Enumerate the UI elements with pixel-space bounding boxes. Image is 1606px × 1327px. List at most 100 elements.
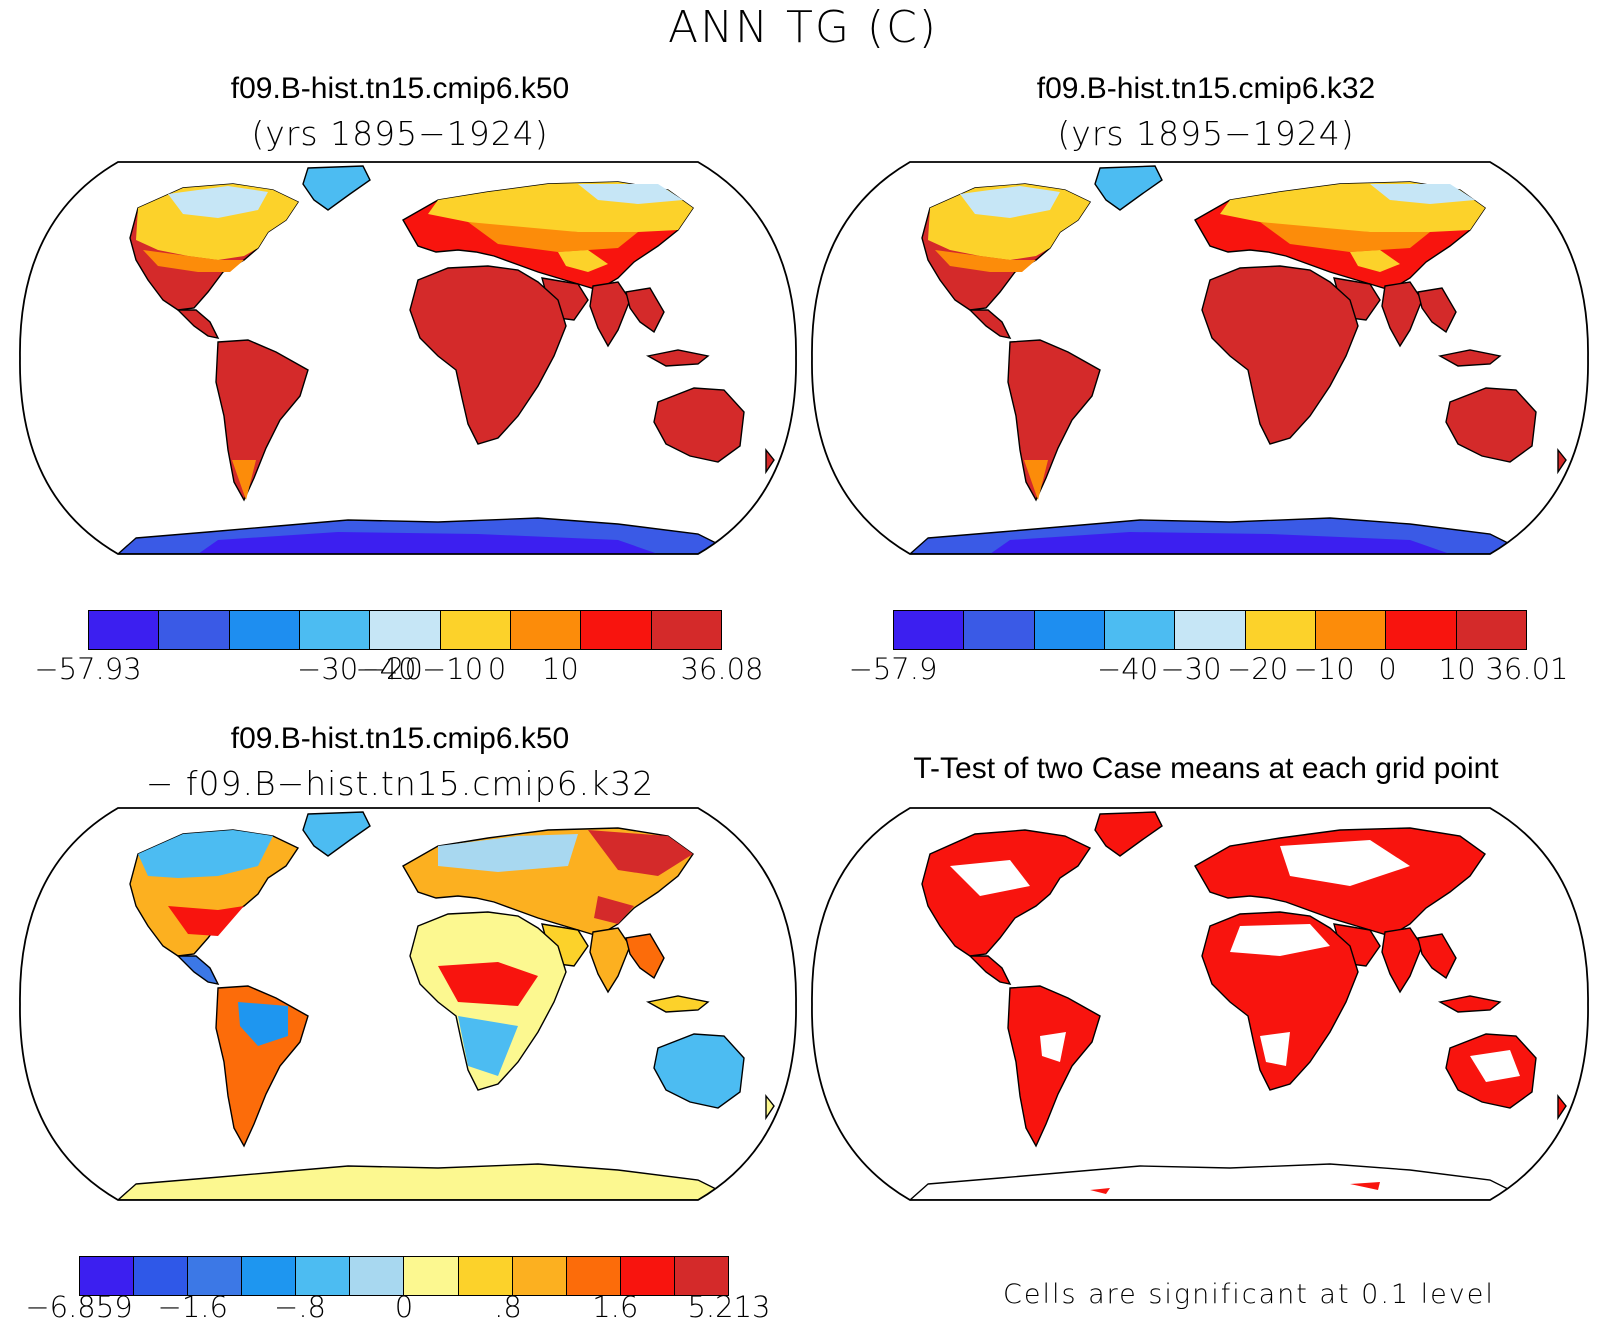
colorbar-swatch — [1386, 611, 1457, 649]
colorbar-swatch — [620, 1257, 675, 1295]
green-significance — [1094, 811, 1163, 857]
panel-k32-title: f09.B-hist.tn15.cmip6.k32 — [1036, 72, 1376, 105]
colorbar-k32-labels: −57.9 −40 −30 −20 −10 0 10 36.01 — [849, 652, 1569, 692]
map-k32 — [810, 160, 1590, 556]
map-diff — [18, 806, 798, 1202]
colorbar-swatch — [134, 1257, 189, 1295]
colorbar-swatch — [188, 1257, 243, 1295]
india — [589, 927, 631, 994]
colorbar-swatch — [964, 611, 1035, 649]
colorbar-swatch — [510, 611, 582, 649]
antarctica-significance — [908, 1163, 1531, 1200]
antarctica — [116, 1163, 739, 1200]
colorbar-swatch — [404, 1257, 459, 1295]
colorbar-label: 0 — [394, 1290, 414, 1324]
colorbar-label: 1.6 — [592, 1290, 639, 1324]
new-zealand — [765, 1094, 775, 1121]
colorbar-swatch — [674, 1257, 728, 1295]
colorbar-label: −40 — [1096, 652, 1159, 686]
colorbar-swatch — [651, 611, 721, 649]
colorbar-swatch — [370, 611, 441, 649]
colorbar-swatch — [566, 1257, 621, 1295]
panel-k50-title: f09.B-hist.tn15.cmip6.k50 — [230, 72, 570, 105]
colorbar-swatch — [440, 611, 511, 649]
colorbar-swatch — [159, 611, 230, 649]
colorbar-diff-labels: −6.859 −1.6 −.8 0 .8 1.6 5.213 — [25, 1290, 770, 1326]
indonesia — [645, 349, 710, 367]
colorbar-label: 10 — [1438, 652, 1476, 686]
southeast-asia — [1417, 287, 1457, 334]
new-zealand — [765, 448, 775, 475]
australia — [1445, 387, 1537, 463]
colorbar-label: −.8 — [274, 1290, 326, 1324]
colorbar-label: −30 — [1160, 652, 1222, 686]
colorbar-label: 0 — [1378, 652, 1397, 686]
australia — [653, 1033, 745, 1109]
colorbar-swatch — [1175, 611, 1246, 649]
colorbar-label: 5.213 — [687, 1290, 771, 1324]
colorbar-k50 — [88, 610, 722, 650]
colorbar-swatch — [229, 611, 300, 649]
australia — [653, 387, 745, 463]
colorbar-diff — [79, 1256, 729, 1296]
africa — [1201, 265, 1359, 445]
panel-diff-title: f09.B-hist.tn15.cmip6.k50 — [230, 722, 570, 755]
colorbar-label: −10 — [421, 652, 484, 686]
map-ttest — [810, 806, 1590, 1202]
colorbar-label: −57.93 — [34, 652, 142, 686]
nz-significance — [1557, 1094, 1567, 1121]
colorbar-swatch — [1034, 611, 1105, 649]
sea-significance — [1417, 933, 1457, 980]
panel-k50-subtitle: (yrs 1895−1924) — [251, 114, 549, 153]
indonesia — [645, 995, 710, 1013]
colorbar-swatch — [1245, 611, 1316, 649]
panel-k32-subtitle: (yrs 1895−1924) — [1057, 114, 1355, 153]
indo-significance — [1437, 995, 1502, 1013]
colorbar-swatch — [350, 1257, 405, 1295]
colorbar-k32 — [893, 610, 1527, 650]
colorbar-label: −6.859 — [25, 1290, 133, 1324]
colorbar-swatch — [581, 611, 652, 649]
colorbar-swatch — [512, 1257, 567, 1295]
colorbar-label: −20 — [361, 652, 423, 686]
colorbar-swatch — [89, 611, 160, 649]
panel-diff-subtitle: − f09.B−hist.tn15.cmip6.k32 — [145, 764, 655, 803]
figure-title: ANN TG (C) — [668, 2, 938, 53]
india — [1381, 281, 1423, 348]
greenland — [1094, 165, 1163, 211]
colorbar-swatch — [242, 1257, 297, 1295]
colorbar-label: .8 — [494, 1290, 522, 1324]
significance-note: Cells are significant at 0.1 level — [1003, 1279, 1495, 1310]
greenland — [302, 165, 371, 211]
new-zealand — [1557, 448, 1567, 475]
af-significance — [1201, 911, 1359, 1091]
greenland — [302, 811, 371, 857]
colorbar-label: 10 — [541, 652, 579, 686]
colorbar-label: −40 — [355, 652, 417, 686]
colorbar-swatch — [80, 1257, 135, 1295]
colorbar-swatch — [299, 611, 371, 649]
indonesia — [1437, 349, 1502, 367]
central-america — [968, 309, 1012, 339]
colorbar-label: −10 — [1293, 652, 1355, 686]
sa-significance — [1007, 985, 1101, 1148]
colorbar-label: 36.01 — [1485, 652, 1569, 686]
colorbar-swatch — [1315, 611, 1387, 649]
panel-ttest-title: T-Test of two Case means at each grid po… — [913, 752, 1499, 785]
colorbar-swatch — [458, 1257, 513, 1295]
colorbar-label: 0 — [487, 652, 507, 686]
southeast-asia — [625, 287, 665, 334]
colorbar-swatch — [296, 1257, 351, 1295]
colorbar-label: −1.6 — [157, 1290, 228, 1324]
ca-significance — [968, 955, 1012, 985]
na-significance — [921, 829, 1092, 957]
colorbar-label: −20 — [1226, 652, 1289, 686]
map-k50 — [18, 160, 798, 556]
colorbar-swatch — [894, 611, 965, 649]
central-america — [176, 309, 220, 339]
southeast-asia — [625, 933, 665, 980]
india — [589, 281, 631, 348]
colorbar-k50-labels: −57.93 −40 −30 −20 −10 0 10 36.08 — [34, 652, 763, 692]
india-significance — [1381, 927, 1423, 994]
central-america — [176, 955, 220, 985]
